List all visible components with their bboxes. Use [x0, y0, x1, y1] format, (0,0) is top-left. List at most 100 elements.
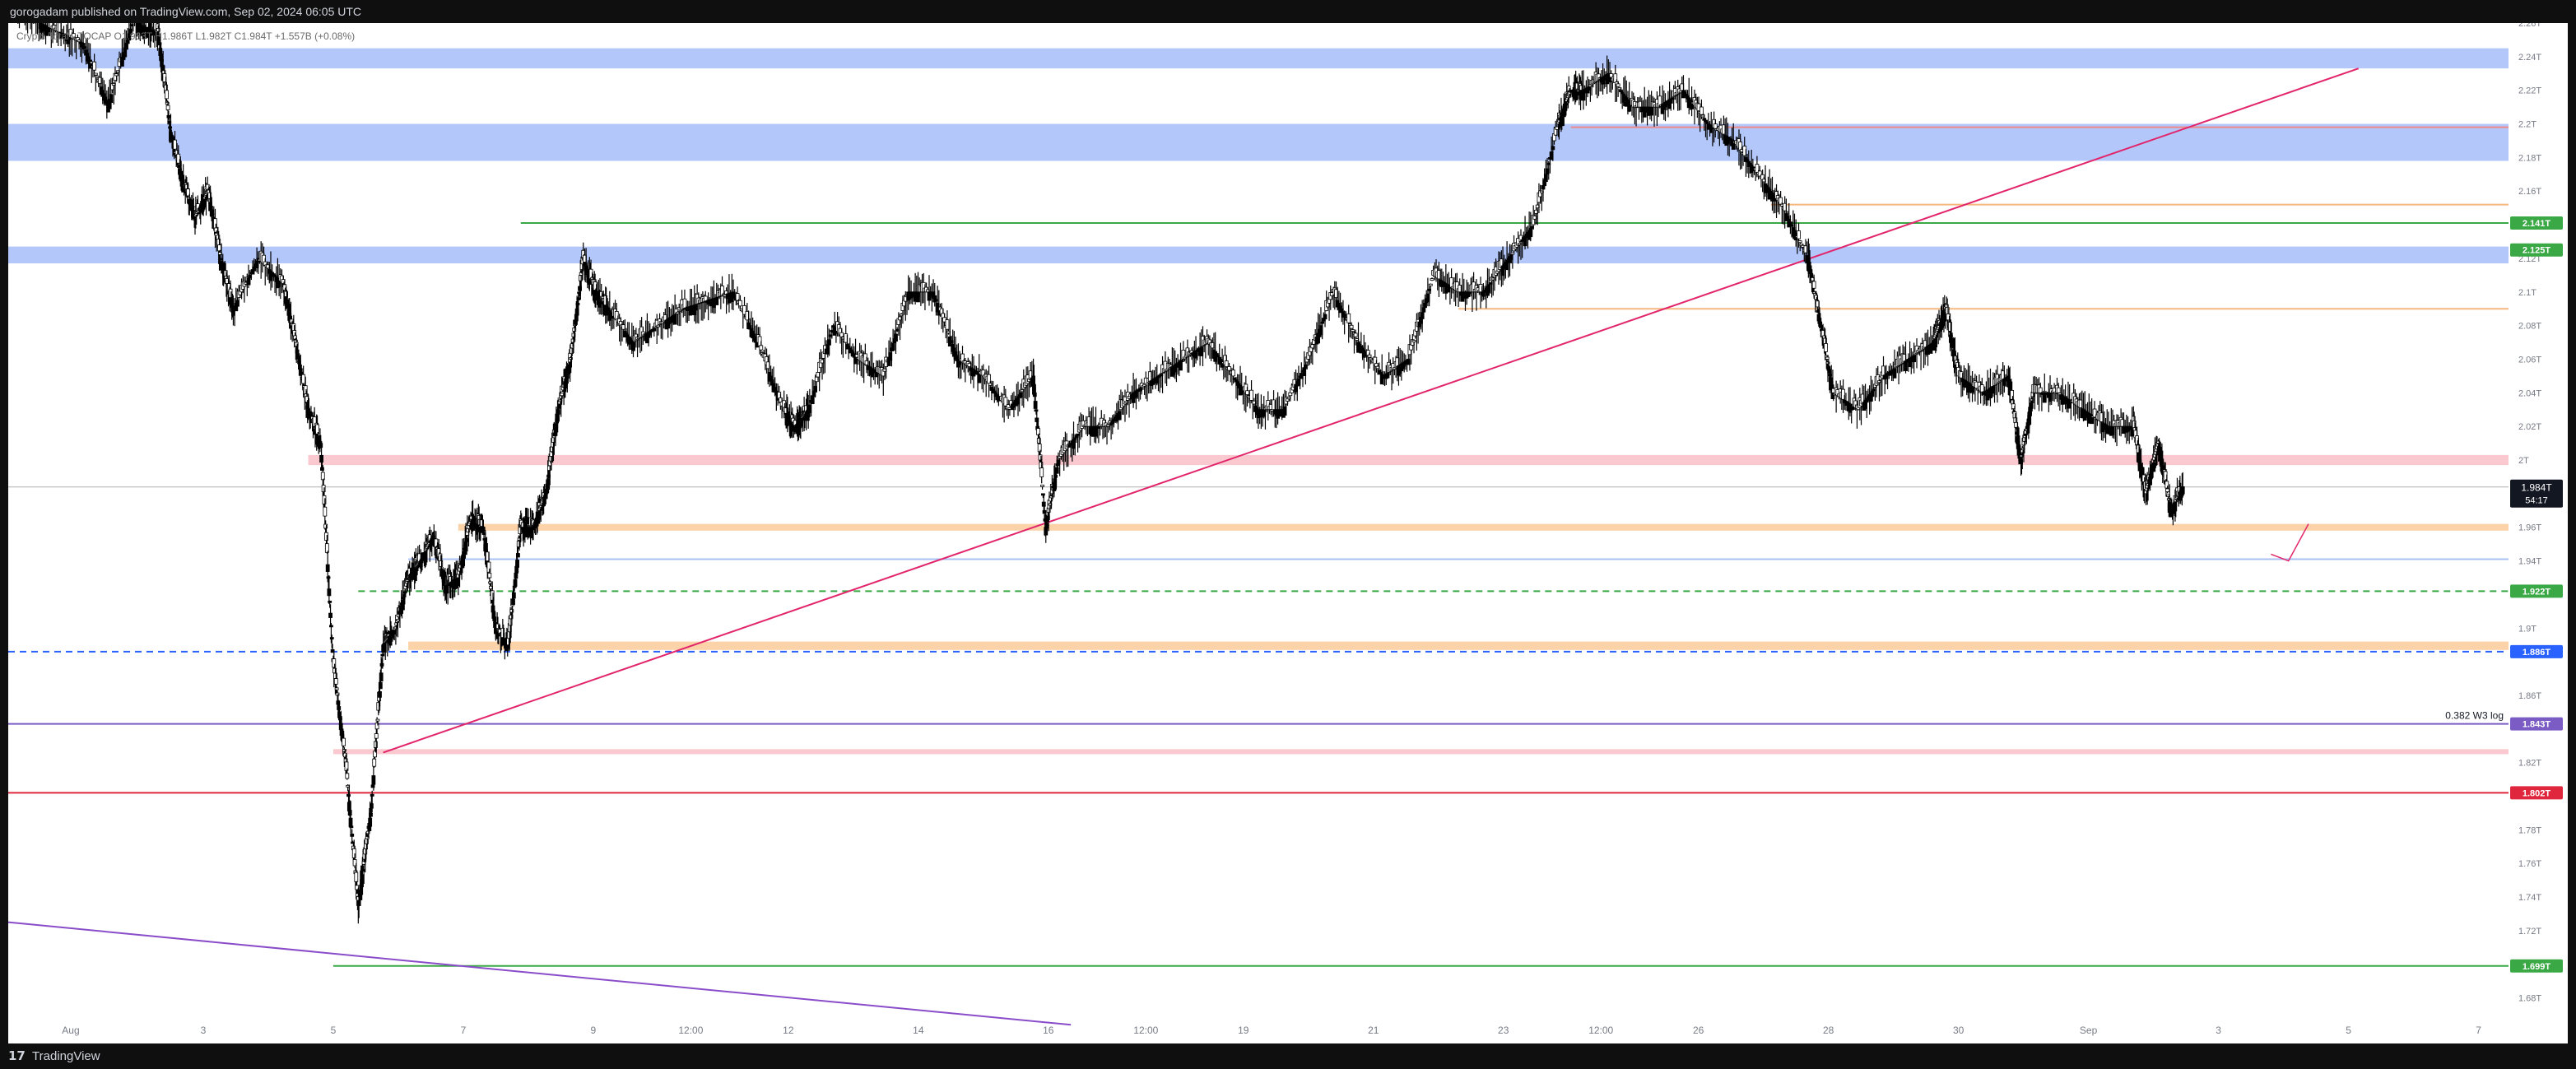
- candle-body: [95, 75, 100, 78]
- candle-body: [1349, 324, 1354, 329]
- candle-body: [1053, 474, 1058, 478]
- y-tick-label: 2.04T: [2518, 388, 2541, 398]
- trend-line-up: [383, 67, 2360, 754]
- candle-body: [324, 532, 328, 541]
- candle-body: [1054, 467, 1059, 474]
- candle-body: [329, 637, 334, 640]
- candle-body: [2028, 411, 2032, 416]
- candle-body: [379, 662, 384, 667]
- publisher-text: gorogadam published on TradingView.com, …: [10, 5, 362, 18]
- candle-body: [1797, 230, 1801, 239]
- candle-body: [1428, 283, 1433, 286]
- y-tick-label: 1.72T: [2518, 927, 2541, 937]
- candle-body: [1227, 366, 1231, 371]
- candle-body: [360, 874, 365, 884]
- candle-body: [365, 836, 370, 839]
- zone-orange: [408, 641, 2509, 650]
- chart-canvas[interactable]: 2.26T 2.24T 2.22T 2.2T 2.18T 2.16T 2.12T 2.1T 2.…: [8, 23, 2568, 1043]
- candle-body: [349, 825, 354, 829]
- chart-area[interactable]: 2.26T 2.24T 2.22T 2.2T 2.18T 2.16T 2.12T 2.1T 2.…: [8, 23, 2568, 1043]
- candle-body: [1423, 302, 1427, 309]
- zone-pink: [308, 454, 2509, 466]
- candle-body: [324, 543, 329, 553]
- x-tick-label: 21: [1368, 1025, 1379, 1036]
- candle-body: [173, 139, 177, 150]
- candle-body: [315, 424, 319, 435]
- candle-body: [515, 560, 519, 568]
- y-tick-label: 1.76T: [2518, 859, 2541, 869]
- candle-body: [500, 627, 505, 639]
- ohlc-legend: [12, 28, 16, 40]
- candle-body: [252, 266, 257, 272]
- zone-blue: [8, 123, 2509, 161]
- price-tag-label: 1.699T: [2523, 962, 2551, 972]
- annotation-text: 0.382 W3 log: [2445, 710, 2504, 722]
- candle-body: [488, 581, 493, 584]
- last-price-tag: [2510, 479, 2563, 508]
- candle-body: [217, 244, 221, 252]
- zone-pink: [332, 749, 2509, 755]
- candle-body: [1700, 106, 1704, 115]
- candle-body: [2010, 390, 2015, 400]
- candle-body: [1510, 252, 1515, 255]
- candle-body: [1323, 314, 1328, 320]
- candle-body: [327, 588, 332, 597]
- candle-body: [372, 758, 377, 767]
- candle-body: [894, 333, 898, 342]
- candle-body: [490, 590, 495, 601]
- candle-body: [1346, 313, 1351, 323]
- y-tick-label: 2.24T: [2518, 53, 2541, 63]
- candle-body: [1541, 185, 1546, 190]
- candle-body: [323, 523, 328, 529]
- candle-body: [556, 414, 560, 422]
- candle-body: [1351, 329, 1355, 332]
- last-price-label: 1.984T: [2521, 482, 2552, 494]
- candle-body: [1616, 83, 1620, 87]
- candle-body: [486, 561, 491, 573]
- y-tick-label: 1.9T: [2518, 624, 2536, 634]
- x-tick-label: 16: [1043, 1025, 1054, 1036]
- candle-body: [355, 885, 360, 890]
- candle-body: [380, 653, 385, 657]
- ohlc-legend-text: Crypto Total · TOCAP O1.983T H1.986T L1.…: [16, 30, 355, 42]
- candle-body: [328, 612, 332, 618]
- candle-body: [320, 472, 325, 481]
- candle-body: [350, 834, 355, 837]
- trend-line-down: [8, 921, 1072, 1026]
- candle-body: [813, 385, 817, 393]
- candle-body: [379, 672, 384, 681]
- candle-body: [352, 859, 357, 867]
- candle-body: [1367, 354, 1372, 358]
- candle-body: [1249, 389, 1253, 401]
- y-tick-label: 1.74T: [2518, 893, 2541, 903]
- candle-body: [2165, 488, 2170, 492]
- candle-body: [1811, 281, 1816, 289]
- candle-body: [337, 706, 342, 710]
- candle-body: [235, 300, 239, 307]
- price-tag: [2510, 584, 2563, 598]
- x-tick-label: 3: [201, 1025, 207, 1036]
- x-tick-label: 7: [2476, 1025, 2481, 1036]
- candle-body: [1841, 388, 1845, 400]
- candle-body: [890, 342, 895, 351]
- candle-body: [374, 733, 379, 739]
- candle-body: [1609, 73, 1614, 78]
- candle-body: [295, 349, 300, 354]
- candle-body: [1543, 174, 1548, 183]
- x-tick-label: 23: [1498, 1025, 1509, 1036]
- candle-body: [1731, 140, 1736, 150]
- candle-body: [1825, 361, 1830, 365]
- candle-body: [2174, 500, 2178, 503]
- y-tick-label: 1.96T: [2518, 523, 2541, 533]
- x-tick-label: 12: [783, 1025, 794, 1036]
- candle-body: [168, 126, 173, 129]
- candle-body: [165, 90, 169, 100]
- footer-bar: 17 TradingView: [0, 1043, 2576, 1069]
- x-tick-label: 26: [1693, 1025, 1704, 1036]
- y-tick-label: 2.22T: [2518, 86, 2541, 96]
- candle-body: [1179, 360, 1183, 371]
- candle-body: [652, 328, 657, 332]
- y-tick-label: 2.08T: [2518, 322, 2541, 332]
- candle-body: [333, 678, 338, 685]
- candle-body: [335, 692, 340, 696]
